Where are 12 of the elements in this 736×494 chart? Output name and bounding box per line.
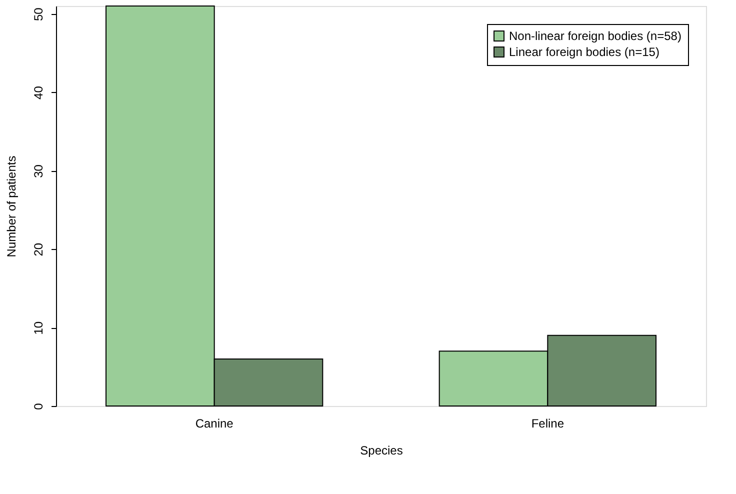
y-axis-title: Number of patients bbox=[4, 156, 18, 258]
y-tick-label: 0 bbox=[32, 402, 46, 410]
x-tick-label: Feline bbox=[531, 416, 564, 430]
x-axis-title: Species bbox=[360, 444, 403, 458]
y-tick-label: 50 bbox=[32, 7, 46, 22]
legend-label: Non-linear foreign bodies (n=58) bbox=[509, 29, 682, 43]
x-tick-label: Canine bbox=[195, 416, 234, 430]
y-tick-label: 40 bbox=[32, 86, 46, 100]
y-tick-label: 20 bbox=[32, 242, 46, 256]
legend-label: Linear foreign bodies (n=15) bbox=[509, 45, 660, 59]
y-tick-label: 10 bbox=[32, 321, 46, 335]
y-tick-label: 30 bbox=[32, 164, 46, 178]
